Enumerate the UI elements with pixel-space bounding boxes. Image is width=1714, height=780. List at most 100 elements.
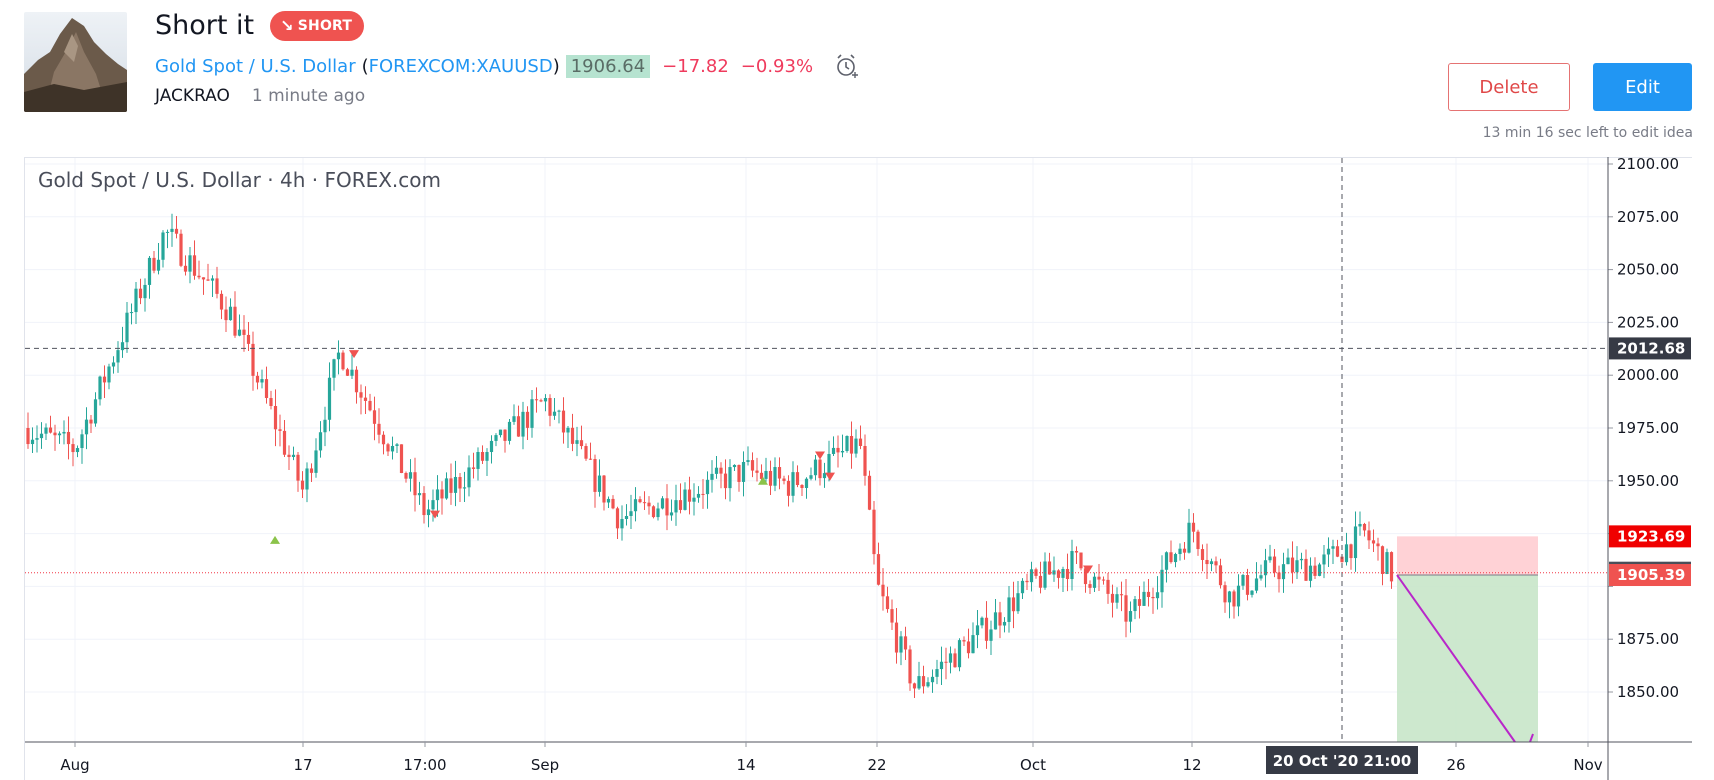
candle-body bbox=[1371, 540, 1376, 544]
candle-body bbox=[804, 478, 809, 488]
candle-body bbox=[800, 485, 804, 488]
delete-button[interactable]: Delete bbox=[1448, 63, 1570, 111]
candle-body bbox=[561, 410, 566, 433]
candle-body bbox=[507, 421, 512, 441]
candle-body bbox=[26, 428, 30, 445]
candle-body bbox=[327, 377, 332, 420]
candle-body bbox=[1110, 593, 1115, 603]
chart-grid bbox=[25, 158, 1608, 742]
candle-body bbox=[881, 584, 885, 597]
symbol-name-link[interactable]: Gold Spot / U.S. Dollar bbox=[155, 55, 356, 77]
sell-signal-marker bbox=[815, 451, 825, 460]
time-axis-label: Nov bbox=[1573, 756, 1602, 774]
candle-body bbox=[732, 464, 737, 468]
candle-body bbox=[993, 612, 998, 630]
candle-body bbox=[917, 676, 921, 689]
chart-area[interactable] bbox=[24, 157, 1692, 780]
price-axis-label: 2000.00 bbox=[1617, 366, 1679, 384]
candle-body bbox=[1268, 556, 1272, 561]
candle-body bbox=[1376, 543, 1380, 547]
candle-body bbox=[1353, 526, 1358, 559]
candle-body bbox=[377, 423, 381, 435]
edit-button[interactable]: Edit bbox=[1593, 63, 1692, 111]
candle-body bbox=[449, 478, 453, 493]
candle-body bbox=[867, 475, 872, 510]
candle-body bbox=[984, 617, 989, 641]
candle-body bbox=[251, 343, 255, 376]
candle-body bbox=[165, 231, 170, 233]
time-axis-label: Oct bbox=[1020, 756, 1046, 774]
candle-body bbox=[161, 232, 165, 260]
candle-body bbox=[242, 329, 246, 335]
candle-body bbox=[264, 379, 269, 399]
candle-body bbox=[1025, 580, 1029, 583]
candle-body bbox=[827, 453, 831, 474]
candle-body bbox=[453, 476, 458, 493]
candle-body bbox=[930, 676, 935, 683]
crosshair-price-label-bg bbox=[1609, 337, 1691, 360]
candle-body bbox=[845, 435, 849, 451]
candle-body bbox=[1079, 552, 1083, 569]
candle-body bbox=[71, 444, 75, 453]
candle-body bbox=[354, 369, 359, 393]
published-time: 1 minute ago bbox=[251, 86, 366, 106]
candle-body bbox=[552, 411, 557, 416]
candle-body bbox=[219, 293, 224, 310]
author-name[interactable]: JACKRAO bbox=[155, 86, 230, 106]
candle-body bbox=[1187, 522, 1191, 553]
candle-body bbox=[111, 362, 116, 367]
last-price: 1906.64 bbox=[565, 54, 651, 78]
candle-body bbox=[773, 467, 777, 486]
time-axis-label: 14 bbox=[736, 756, 755, 774]
candle-body bbox=[237, 329, 242, 336]
candle-body bbox=[1038, 575, 1043, 588]
candle-body bbox=[210, 278, 215, 281]
candle-body bbox=[1331, 546, 1335, 549]
price-axis-label: 1975.00 bbox=[1617, 419, 1679, 437]
author-avatar[interactable] bbox=[24, 12, 127, 112]
candle-body bbox=[1259, 575, 1263, 579]
alarm-clock-plus-icon[interactable] bbox=[833, 52, 861, 80]
price-axis-label: 1950.00 bbox=[1617, 472, 1679, 490]
price-axis-label: 2025.00 bbox=[1617, 313, 1679, 331]
candle-body bbox=[84, 419, 89, 435]
candle-body bbox=[863, 445, 867, 476]
candle-body bbox=[1092, 576, 1097, 588]
time-axis-label: 26 bbox=[1446, 756, 1465, 774]
candle-body bbox=[1002, 621, 1007, 626]
candle-body bbox=[318, 432, 323, 451]
candle-body bbox=[1007, 597, 1011, 622]
candle-body bbox=[1205, 559, 1209, 565]
candle-body bbox=[314, 450, 318, 473]
candle-body bbox=[494, 435, 498, 441]
candle-body bbox=[260, 379, 264, 383]
candle-body bbox=[93, 399, 98, 424]
candle-body bbox=[1214, 561, 1218, 566]
price-change-percent: −0.93% bbox=[740, 55, 814, 77]
candle-body bbox=[345, 369, 350, 376]
candle-body bbox=[705, 479, 710, 495]
candle-body bbox=[35, 438, 39, 440]
candle-body bbox=[408, 472, 413, 479]
candle-body bbox=[912, 683, 917, 689]
candle-body bbox=[386, 444, 390, 452]
take-profit-zone bbox=[1397, 575, 1538, 742]
symbol-ticker-link[interactable]: FOREXCOM:XAUUSD bbox=[368, 55, 553, 77]
candle-body bbox=[1106, 579, 1110, 594]
candle-body bbox=[1290, 557, 1295, 573]
candle-body bbox=[152, 257, 156, 271]
candle-body bbox=[597, 475, 602, 492]
candle-body bbox=[759, 472, 764, 479]
time-axis-label: Aug bbox=[60, 756, 89, 774]
candle-body bbox=[723, 473, 728, 489]
candle-body bbox=[1043, 561, 1047, 588]
candle-body bbox=[309, 468, 314, 473]
candle-body bbox=[80, 434, 84, 449]
candle-body bbox=[575, 440, 579, 444]
price-change: −17.82 bbox=[662, 55, 729, 77]
candle-body bbox=[440, 489, 444, 499]
candle-body bbox=[975, 625, 980, 636]
candlestick-series bbox=[26, 213, 1394, 699]
candle-body bbox=[777, 467, 782, 479]
